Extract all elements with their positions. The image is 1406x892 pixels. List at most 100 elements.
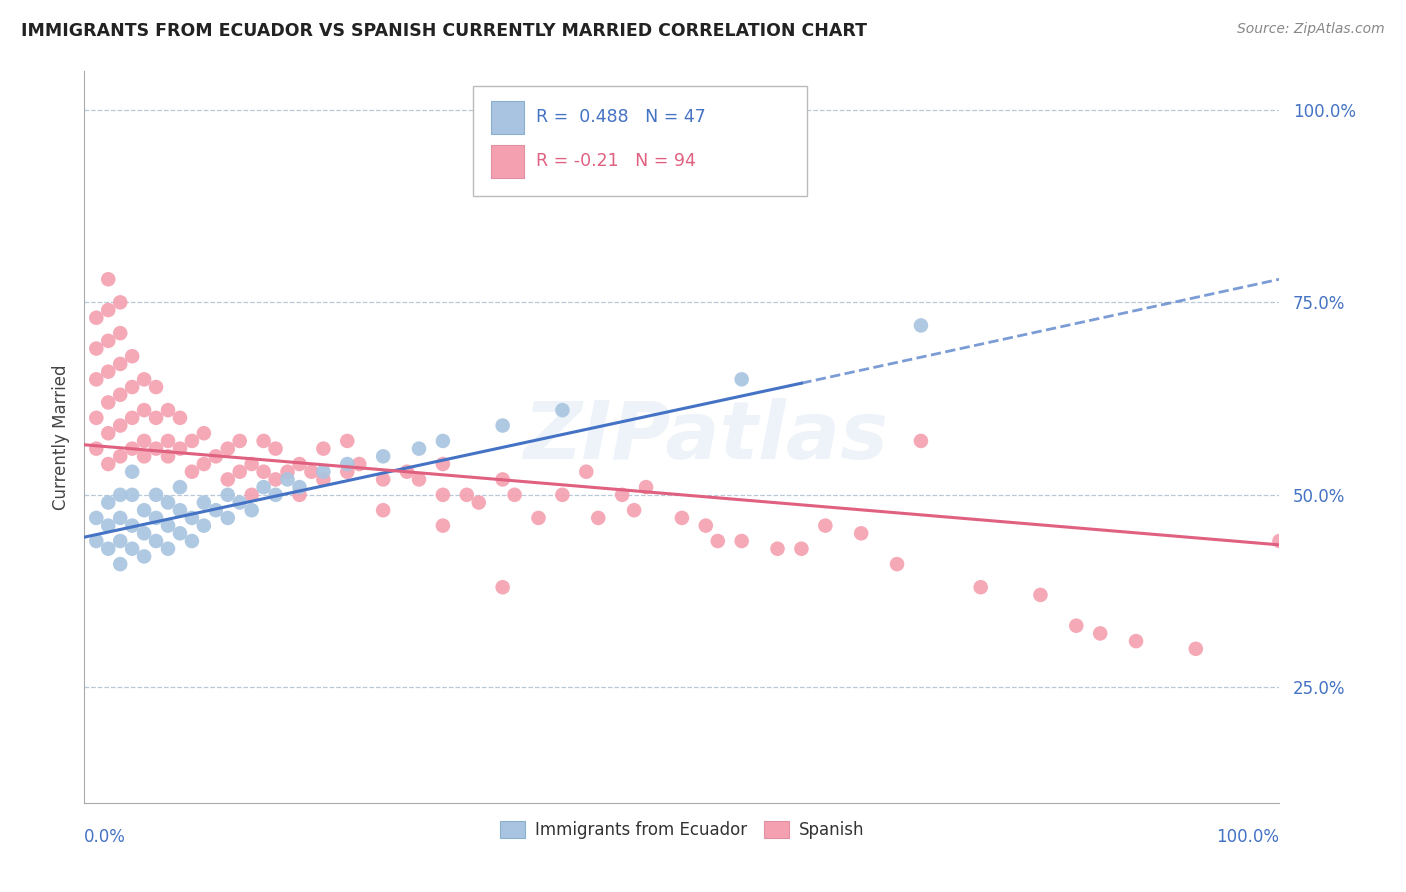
Point [707,534,730,549]
Point [790,541,813,556]
Point [527,511,550,525]
Point [193,518,215,533]
Point [169,526,191,541]
Point [205,450,228,464]
Point [132,450,156,464]
Point [288,480,311,494]
Point [86,511,108,525]
Point [312,442,335,456]
FancyBboxPatch shape [472,86,807,195]
Point [86,372,108,386]
Point [132,503,156,517]
Point [288,457,311,471]
FancyBboxPatch shape [491,101,524,134]
Point [1268,534,1291,549]
Point [97,426,120,441]
Point [145,380,167,394]
Point [612,488,634,502]
Point [181,434,204,448]
Point [132,372,156,386]
Point [396,465,419,479]
Legend: Immigrants from Ecuador, Spanish: Immigrants from Ecuador, Spanish [494,814,870,846]
Point [432,457,454,471]
Point [86,442,108,456]
Point [86,342,108,356]
Point [110,450,132,464]
Y-axis label: Currently Married: Currently Married [52,364,70,510]
Point [157,450,180,464]
Point [205,503,228,517]
Point [253,480,276,494]
Point [623,503,645,517]
Point [97,518,120,533]
Point [110,388,132,402]
Point [97,365,120,379]
Point [636,480,658,494]
Point [157,403,180,417]
Point [193,457,215,471]
Point [110,326,132,340]
Point [671,511,693,525]
Point [240,488,263,502]
Point [121,518,143,533]
Point [277,465,299,479]
Point [301,465,323,479]
Point [110,534,132,549]
Point [731,372,754,386]
Text: ZIPatlas: ZIPatlas [523,398,889,476]
Point [86,534,108,549]
Point [121,488,143,502]
Point [240,457,263,471]
Text: R = -0.21   N = 94: R = -0.21 N = 94 [536,153,696,170]
Point [373,503,395,517]
Point [886,557,908,571]
Point [456,488,478,502]
Point [814,518,837,533]
Point [1185,641,1208,656]
Point [110,557,132,571]
Point [110,357,132,371]
Point [97,303,120,318]
Point [110,418,132,433]
Point [264,488,287,502]
Text: 100.0%: 100.0% [1216,829,1279,847]
Point [121,410,143,425]
Point [110,295,132,310]
Point [695,518,717,533]
Point [193,495,215,509]
Point [1125,634,1147,648]
Point [217,488,239,502]
Point [86,310,108,325]
Text: Source: ZipAtlas.com: Source: ZipAtlas.com [1237,22,1385,37]
Point [408,442,430,456]
Point [217,442,239,456]
Point [851,526,873,541]
Point [145,442,167,456]
Point [229,465,252,479]
Point [121,541,143,556]
Point [217,511,239,525]
Point [432,488,454,502]
Point [86,410,108,425]
Point [169,480,191,494]
Point [432,518,454,533]
Point [121,465,143,479]
Point [97,395,120,409]
Point [910,434,932,448]
Point [408,472,430,486]
Point [145,511,167,525]
Point [1029,588,1052,602]
Point [121,349,143,363]
Point [766,541,789,556]
Point [240,503,263,517]
Point [336,457,359,471]
Point [312,472,335,486]
Point [181,465,204,479]
Point [132,526,156,541]
Point [551,488,574,502]
Point [132,403,156,417]
Point [1090,626,1112,640]
Point [110,488,132,502]
Point [193,426,215,441]
Point [145,534,167,549]
